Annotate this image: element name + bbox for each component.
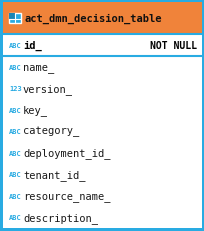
Text: 123: 123 xyxy=(9,86,22,92)
Text: ABC: ABC xyxy=(9,64,22,70)
Text: version_: version_ xyxy=(23,83,73,94)
Text: ABC: ABC xyxy=(9,171,22,177)
Bar xyxy=(3,207,201,228)
Text: category_: category_ xyxy=(23,127,79,137)
Text: description_: description_ xyxy=(23,212,98,223)
Text: ABC: ABC xyxy=(9,129,22,135)
Text: resource_name_: resource_name_ xyxy=(23,191,110,201)
Text: act_dmn_decision_table: act_dmn_decision_table xyxy=(25,14,162,24)
Text: id_: id_ xyxy=(23,41,42,51)
Text: ABC: ABC xyxy=(9,150,22,156)
Text: ABC: ABC xyxy=(9,43,22,49)
Bar xyxy=(3,100,201,121)
Text: ABC: ABC xyxy=(9,193,22,199)
Text: ABC: ABC xyxy=(9,214,22,220)
Text: deployment_id_: deployment_id_ xyxy=(23,148,110,158)
Bar xyxy=(3,185,201,207)
Text: NOT NULL: NOT NULL xyxy=(149,41,196,51)
Text: name_: name_ xyxy=(23,62,54,73)
Bar xyxy=(9,14,15,20)
Bar xyxy=(3,164,201,185)
Text: tenant_id_: tenant_id_ xyxy=(23,169,85,180)
Bar xyxy=(9,14,21,24)
Text: key_: key_ xyxy=(23,105,48,116)
Bar xyxy=(3,3,201,35)
Bar xyxy=(3,121,201,142)
Bar xyxy=(3,57,201,78)
Bar xyxy=(3,142,201,164)
Bar xyxy=(3,35,201,57)
Text: ABC: ABC xyxy=(9,107,22,113)
Bar xyxy=(3,78,201,100)
